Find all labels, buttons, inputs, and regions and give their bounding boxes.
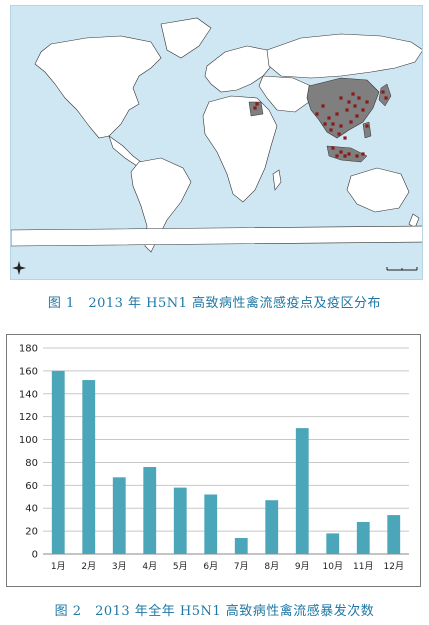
y-tick-label: 0 xyxy=(32,550,38,561)
bar xyxy=(234,537,248,554)
x-tick-label: 12月 xyxy=(384,561,404,572)
landmass-madagascar xyxy=(272,169,282,191)
x-tick-label: 6月 xyxy=(203,561,218,572)
outbreak-point xyxy=(365,100,369,104)
landmass-central-america xyxy=(108,135,142,167)
y-tick-label: 20 xyxy=(25,527,38,538)
world-map xyxy=(10,5,423,280)
bar xyxy=(326,533,340,554)
y-tick-label: 140 xyxy=(19,389,38,400)
scale-bar-icon xyxy=(386,267,418,271)
outbreak-point xyxy=(335,154,339,158)
bar xyxy=(295,428,309,554)
figure2-caption: 图 2 2013 年全年 H5N1 高致病性禽流感暴发次数 xyxy=(54,604,375,619)
outbreak-point xyxy=(327,116,331,120)
outbreak-point xyxy=(353,104,357,108)
outbreak-point xyxy=(323,122,327,126)
landmass-middle-east xyxy=(258,75,312,113)
bar xyxy=(51,370,65,554)
landmass-north-america xyxy=(34,35,162,139)
compass-icon xyxy=(12,261,26,275)
outbreak-point xyxy=(384,96,388,100)
outbreak-point xyxy=(361,152,365,156)
y-tick-label: 80 xyxy=(25,458,38,469)
bar xyxy=(112,477,126,554)
bar xyxy=(173,487,187,554)
figure1-caption: 图 1 2013 年 H5N1 高致病性禽流感疫点及疫区分布 xyxy=(47,296,382,311)
affected-region-indonesia xyxy=(326,145,368,163)
outbreak-point xyxy=(349,120,353,124)
landmass-south-america xyxy=(130,157,192,253)
landmass-greenland xyxy=(160,17,212,59)
outbreak-point xyxy=(347,152,351,156)
outbreak-point xyxy=(381,90,385,94)
landmass-africa xyxy=(202,95,278,203)
affected-region-japan xyxy=(378,83,392,107)
outbreak-point xyxy=(343,136,347,140)
outbreak-point xyxy=(339,124,343,128)
outbreak-point xyxy=(337,132,341,136)
outbreak-point xyxy=(339,96,343,100)
bar xyxy=(143,467,157,554)
outbreak-point xyxy=(345,108,349,112)
outbreak-point xyxy=(321,104,325,108)
outbreak-point xyxy=(343,154,347,158)
landmass-australia xyxy=(346,167,410,213)
bar xyxy=(265,500,279,554)
x-tick-label: 4月 xyxy=(142,561,157,572)
outbreak-point xyxy=(355,154,359,158)
outbreak-point xyxy=(365,124,369,128)
y-tick-label: 120 xyxy=(19,412,38,423)
bar xyxy=(387,515,401,554)
outbreak-point xyxy=(255,102,259,106)
bar-chart: 0 20 40 60 80 100 120 140 160 180 1月 2月 3月 4月 5月 6月 7月 8月… xyxy=(19,344,409,572)
landmass-antarctica xyxy=(11,225,422,247)
outbreak-point xyxy=(331,122,335,126)
outbreak-point xyxy=(361,108,365,112)
outbreak-points xyxy=(253,90,388,158)
outbreak-point xyxy=(329,128,333,132)
x-tick-label: 5月 xyxy=(173,561,188,572)
affected-region-philippines xyxy=(362,121,372,139)
bar xyxy=(204,494,218,554)
x-tick-label: 1月 xyxy=(51,561,66,572)
y-tick-label: 100 xyxy=(19,435,38,446)
x-tick-label: 10月 xyxy=(323,561,343,572)
outbreak-point xyxy=(253,106,257,110)
outbreak-point xyxy=(355,114,359,118)
y-tick-label: 160 xyxy=(19,366,38,377)
x-tick-label: 9月 xyxy=(295,561,310,572)
outbreak-point xyxy=(331,146,335,150)
outbreak-point xyxy=(335,112,339,116)
y-tick-label: 40 xyxy=(25,504,38,515)
landmass-europe xyxy=(204,45,274,93)
x-tick-label: 11月 xyxy=(353,561,373,572)
x-tick-label: 7月 xyxy=(234,561,249,572)
x-tick-label: 3月 xyxy=(112,561,127,572)
outbreak-point xyxy=(315,112,319,116)
landmass-northern-asia xyxy=(266,33,422,79)
outbreak-point xyxy=(351,92,355,96)
bar xyxy=(356,521,370,554)
outbreak-point xyxy=(347,100,351,104)
x-tick-label: 8月 xyxy=(264,561,279,572)
bar xyxy=(82,380,96,554)
y-tick-label: 180 xyxy=(19,344,38,355)
y-tick-label: 60 xyxy=(25,481,38,492)
x-tick-label: 2月 xyxy=(81,561,96,572)
outbreak-point xyxy=(357,96,361,100)
outbreak-point xyxy=(339,150,343,154)
bar-chart-panel: 0 20 40 60 80 100 120 140 160 180 1月 2月 3月 4月 5月 6月 7月 8月… xyxy=(6,334,421,587)
world-map-svg xyxy=(11,17,422,275)
